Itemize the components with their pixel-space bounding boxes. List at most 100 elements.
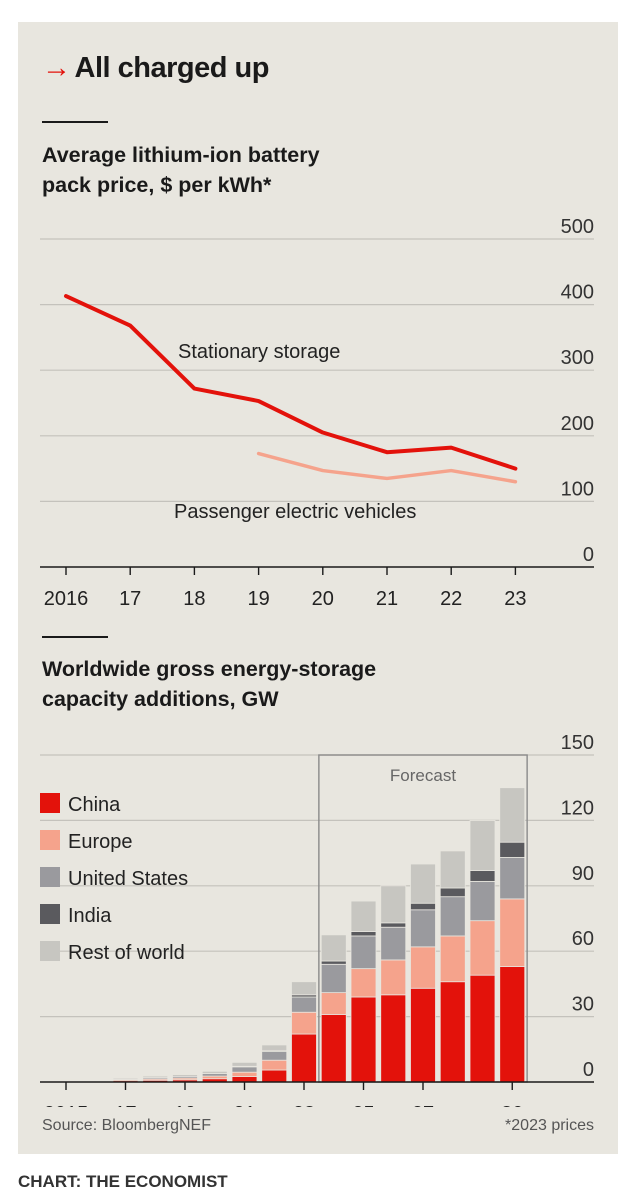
bar-chart-title-line-1: Worldwide gross energy-storage xyxy=(42,657,377,681)
bar-segment-united-states xyxy=(320,963,347,994)
bar-segment-united-states xyxy=(261,1051,288,1061)
legend-label: United States xyxy=(68,868,188,890)
bar-segment-india xyxy=(380,922,407,928)
bar-segment-rest-of-world xyxy=(380,885,407,924)
bar-segment-europe xyxy=(291,1011,317,1035)
bar-segment-china xyxy=(350,996,377,1083)
passenger-ev-line xyxy=(256,451,518,484)
bar-segment-china xyxy=(499,966,526,1083)
x-tick-label: 25 xyxy=(352,1103,374,1107)
x-tick-label: 27 xyxy=(412,1103,434,1107)
legend-label: India xyxy=(68,905,112,927)
forecast-label: Forecast xyxy=(390,766,456,785)
y-tick-label: 150 xyxy=(561,732,594,754)
bar-segment-rest-of-world xyxy=(410,863,436,904)
y-tick-label: 100 xyxy=(561,478,594,500)
stationary-storage-line xyxy=(64,294,518,471)
x-tick-label: 20 xyxy=(312,588,334,610)
bar-chart-title-line-2: capacity additions, GW xyxy=(42,687,279,711)
bar-segment-united-states xyxy=(291,996,317,1013)
bar-segment-united-states xyxy=(350,935,377,970)
x-tick-label: 19 xyxy=(174,1103,196,1107)
bar-segment-china xyxy=(320,1014,347,1083)
x-tick-label: 23 xyxy=(504,588,526,610)
line-chart-title-line-2: pack price, $ per kWh* xyxy=(42,173,272,197)
bar-segment-europe xyxy=(499,898,526,967)
y-tick-label: 0 xyxy=(583,1059,594,1081)
x-tick-label: 21 xyxy=(233,1103,255,1107)
legend-swatch xyxy=(40,867,60,887)
bar-segment-united-states xyxy=(231,1066,258,1073)
y-tick-label: 90 xyxy=(572,863,594,885)
bar-segment-rest-of-world xyxy=(53,1079,79,1082)
bar-segment-india xyxy=(350,931,377,937)
bar-segment-rest-of-world xyxy=(499,787,526,843)
line-chart: 0 100 200 300 400 500 2016 17 18 19 20 21 22 23 Statio… xyxy=(40,216,594,610)
y-tick-label: 400 xyxy=(561,282,594,304)
section-rule-1 xyxy=(42,121,108,123)
bar-segment-china xyxy=(439,981,466,1083)
bar-segment-rest-of-world xyxy=(439,850,466,889)
bar-segment-rest-of-world xyxy=(320,934,347,962)
bar-segment-europe xyxy=(380,959,407,996)
source-note: Source: BloombergNEF xyxy=(42,1117,211,1134)
bar-segment-rest-of-world xyxy=(291,981,317,996)
bar-segment-china xyxy=(231,1076,258,1083)
y-tick-label: 0 xyxy=(583,544,594,566)
section-rule-2 xyxy=(42,636,108,638)
bar-segment-europe xyxy=(261,1059,288,1071)
bar-segment-india xyxy=(320,960,347,965)
bar-segment-europe xyxy=(320,992,347,1015)
y-tick-label: 60 xyxy=(572,928,594,950)
chart-credit: CHART: THE ECONOMIST xyxy=(18,1172,228,1191)
legend-label: Europe xyxy=(68,831,133,853)
bar-segment-united-states xyxy=(439,896,466,937)
x-tick-label: 2016 xyxy=(44,588,89,610)
chart-panel: → All charged up Average lithium-ion batt… xyxy=(18,22,618,1154)
bar-segment-united-states xyxy=(380,926,407,961)
bar-segment-china xyxy=(291,1033,317,1083)
bar-segment-rest-of-world xyxy=(350,900,377,932)
legend-label: China xyxy=(68,794,121,816)
legend-swatch xyxy=(40,830,60,850)
stationary-storage-label: Stationary storage xyxy=(178,341,340,363)
y-tick-label: 500 xyxy=(561,216,594,238)
bar-segment-india xyxy=(499,841,526,858)
bar-segment-rest-of-world xyxy=(231,1061,258,1067)
bar-segment-china xyxy=(380,994,407,1083)
bar-segment-united-states xyxy=(499,857,526,900)
bar-segment-china xyxy=(261,1069,288,1083)
bar-segment-europe xyxy=(350,968,377,998)
y-tick-label: 200 xyxy=(561,413,594,435)
x-tick-label: 19 xyxy=(247,588,269,610)
bar-segment-europe xyxy=(439,935,466,983)
bar-segment-india xyxy=(469,870,496,882)
x-tick-label: 17 xyxy=(119,588,141,610)
line-chart-title: Average lithium-ion battery pack price, … xyxy=(42,140,320,200)
legend-swatch xyxy=(40,904,60,924)
x-tick-label: 23 xyxy=(293,1103,315,1107)
bar-segment-united-states xyxy=(469,881,496,922)
bar-segment-united-states xyxy=(410,909,436,948)
bar-segment-rest-of-world xyxy=(82,1078,109,1081)
bar-segment-rest-of-world xyxy=(201,1070,228,1074)
bar-segment-rest-of-world xyxy=(142,1075,169,1079)
legend-label: Rest of world xyxy=(68,942,185,964)
bar-chart-title: Worldwide gross energy-storage capacity … xyxy=(42,654,376,714)
bar-segment-india xyxy=(439,887,466,898)
legend-swatch xyxy=(40,941,60,961)
x-tick-label: 18 xyxy=(183,588,205,610)
bar-segment-europe xyxy=(410,946,436,989)
x-tick-label: 21 xyxy=(376,588,398,610)
y-tick-label: 30 xyxy=(572,994,594,1016)
x-tick-label: 17 xyxy=(114,1103,136,1107)
bar-segment-europe xyxy=(469,920,496,976)
y-tick-label: 300 xyxy=(561,347,594,369)
legend-swatch xyxy=(40,793,60,813)
x-tick-label: 30 xyxy=(501,1103,523,1107)
bar-segment-rest-of-world xyxy=(261,1044,288,1051)
price-footnote: *2023 prices xyxy=(505,1117,594,1134)
bar-segment-rest-of-world xyxy=(112,1077,139,1080)
